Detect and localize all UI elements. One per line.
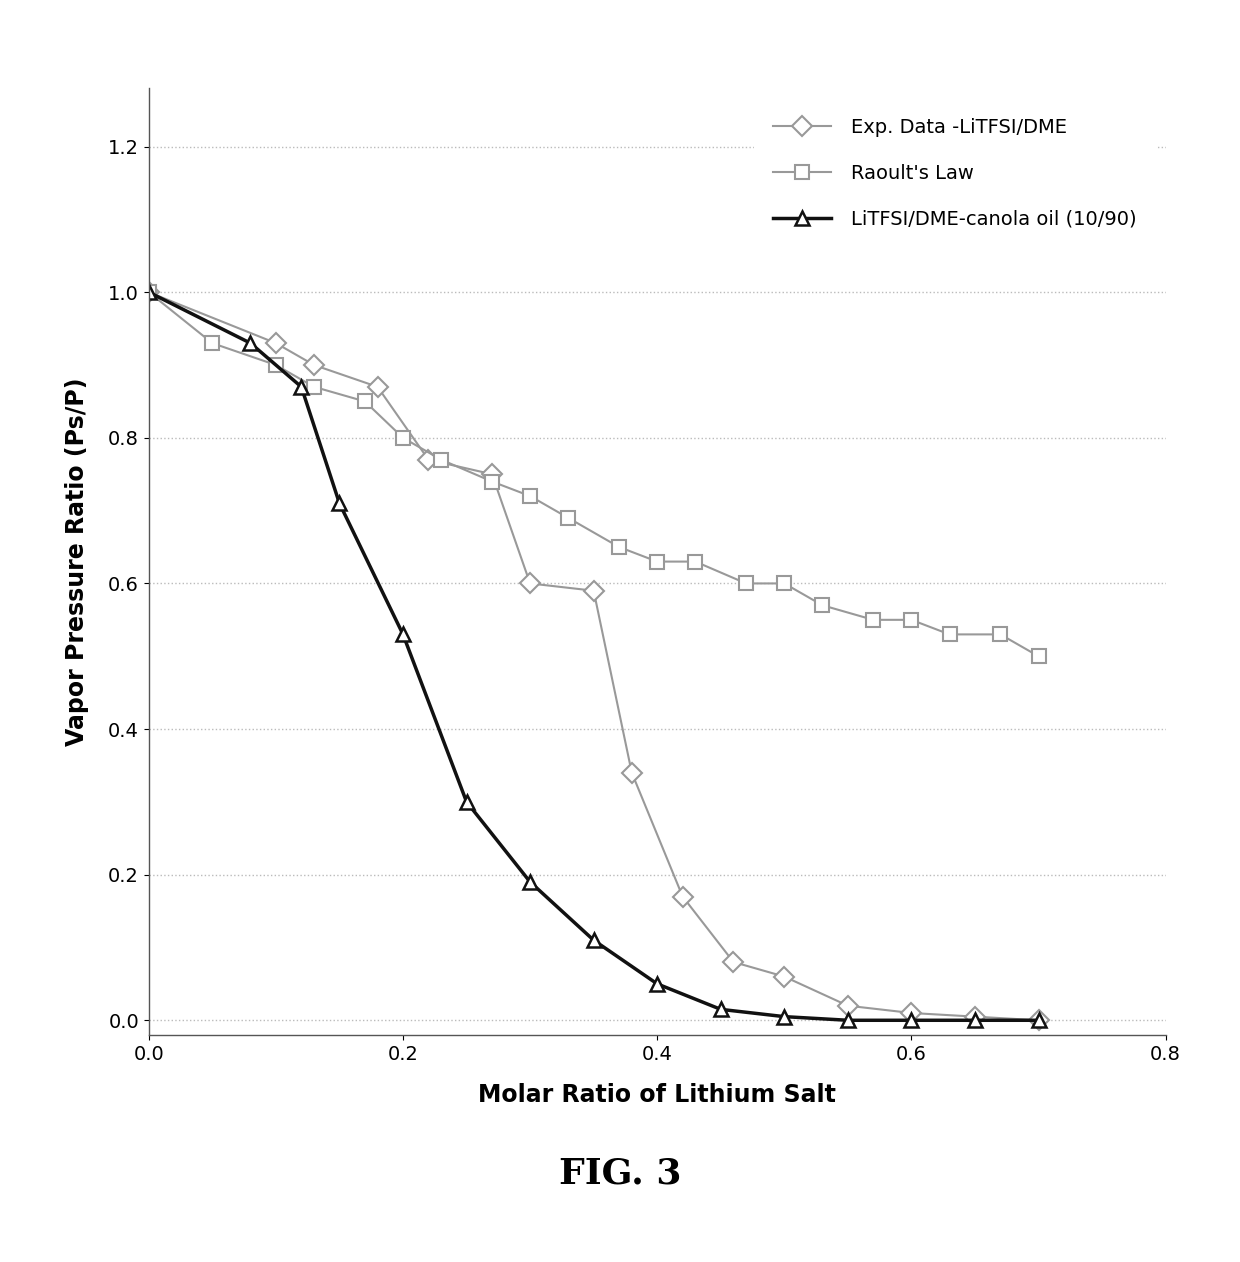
LiTFSI/DME-canola oil (10/90) [713,1002,728,1017]
Exp. Data -LiTFSI/DME [624,765,640,780]
Raoult's Law [205,336,219,351]
LiTFSI/DME-canola oil (10/90) [904,1012,919,1027]
Raoult's Law [485,475,500,490]
Raoult's Law [815,598,830,613]
Legend: Exp. Data -LiTFSI/DME, Raoult's Law, LiTFSI/DME-canola oil (10/90): Exp. Data -LiTFSI/DME, Raoult's Law, LiT… [754,98,1156,249]
X-axis label: Molar Ratio of Lithium Salt: Molar Ratio of Lithium Salt [479,1083,836,1107]
LiTFSI/DME-canola oil (10/90) [141,285,156,300]
Exp. Data -LiTFSI/DME [370,380,384,395]
Exp. Data -LiTFSI/DME [420,452,436,467]
Raoult's Law [611,539,626,554]
LiTFSI/DME-canola oil (10/90) [841,1012,856,1027]
Exp. Data -LiTFSI/DME [967,1010,982,1025]
Line: Exp. Data -LiTFSI/DME: Exp. Data -LiTFSI/DME [141,285,1045,1027]
Exp. Data -LiTFSI/DME [306,357,321,372]
Exp. Data -LiTFSI/DME [523,575,538,591]
Raoult's Law [141,285,156,300]
Text: FIG. 3: FIG. 3 [559,1157,681,1190]
Raoult's Law [993,627,1008,642]
Raoult's Law [904,612,919,627]
LiTFSI/DME-canola oil (10/90) [523,875,538,890]
Exp. Data -LiTFSI/DME [841,998,856,1013]
Exp. Data -LiTFSI/DME [141,285,156,300]
Raoult's Law [776,575,791,591]
LiTFSI/DME-canola oil (10/90) [332,496,347,511]
Raoult's Law [866,612,880,627]
Exp. Data -LiTFSI/DME [587,583,601,598]
Raoult's Law [560,510,575,525]
Raoult's Law [434,452,449,467]
Exp. Data -LiTFSI/DME [776,969,791,984]
Raoult's Law [942,627,957,642]
LiTFSI/DME-canola oil (10/90) [650,977,665,992]
LiTFSI/DME-canola oil (10/90) [587,933,601,948]
LiTFSI/DME-canola oil (10/90) [294,380,309,395]
LiTFSI/DME-canola oil (10/90) [396,627,410,642]
Raoult's Law [739,575,754,591]
Exp. Data -LiTFSI/DME [904,1006,919,1021]
Raoult's Law [523,488,538,504]
LiTFSI/DME-canola oil (10/90) [459,794,474,809]
Raoult's Law [650,554,665,569]
Exp. Data -LiTFSI/DME [675,888,689,904]
Exp. Data -LiTFSI/DME [268,336,283,351]
LiTFSI/DME-canola oil (10/90) [967,1012,982,1027]
Line: LiTFSI/DME-canola oil (10/90): LiTFSI/DME-canola oil (10/90) [141,285,1045,1027]
Exp. Data -LiTFSI/DME [727,954,742,969]
Raoult's Law [268,357,283,372]
Raoult's Law [688,554,703,569]
Exp. Data -LiTFSI/DME [485,467,500,482]
LiTFSI/DME-canola oil (10/90) [1032,1012,1047,1027]
LiTFSI/DME-canola oil (10/90) [243,336,258,351]
Exp. Data -LiTFSI/DME [1032,1012,1047,1027]
Raoult's Law [357,394,372,409]
Raoult's Law [1032,649,1047,664]
Line: Raoult's Law: Raoult's Law [141,285,1045,664]
Raoult's Law [396,430,410,445]
Y-axis label: Vapor Pressure Ratio (Ps/P): Vapor Pressure Ratio (Ps/P) [64,377,88,746]
Raoult's Law [306,380,321,395]
LiTFSI/DME-canola oil (10/90) [776,1010,791,1025]
